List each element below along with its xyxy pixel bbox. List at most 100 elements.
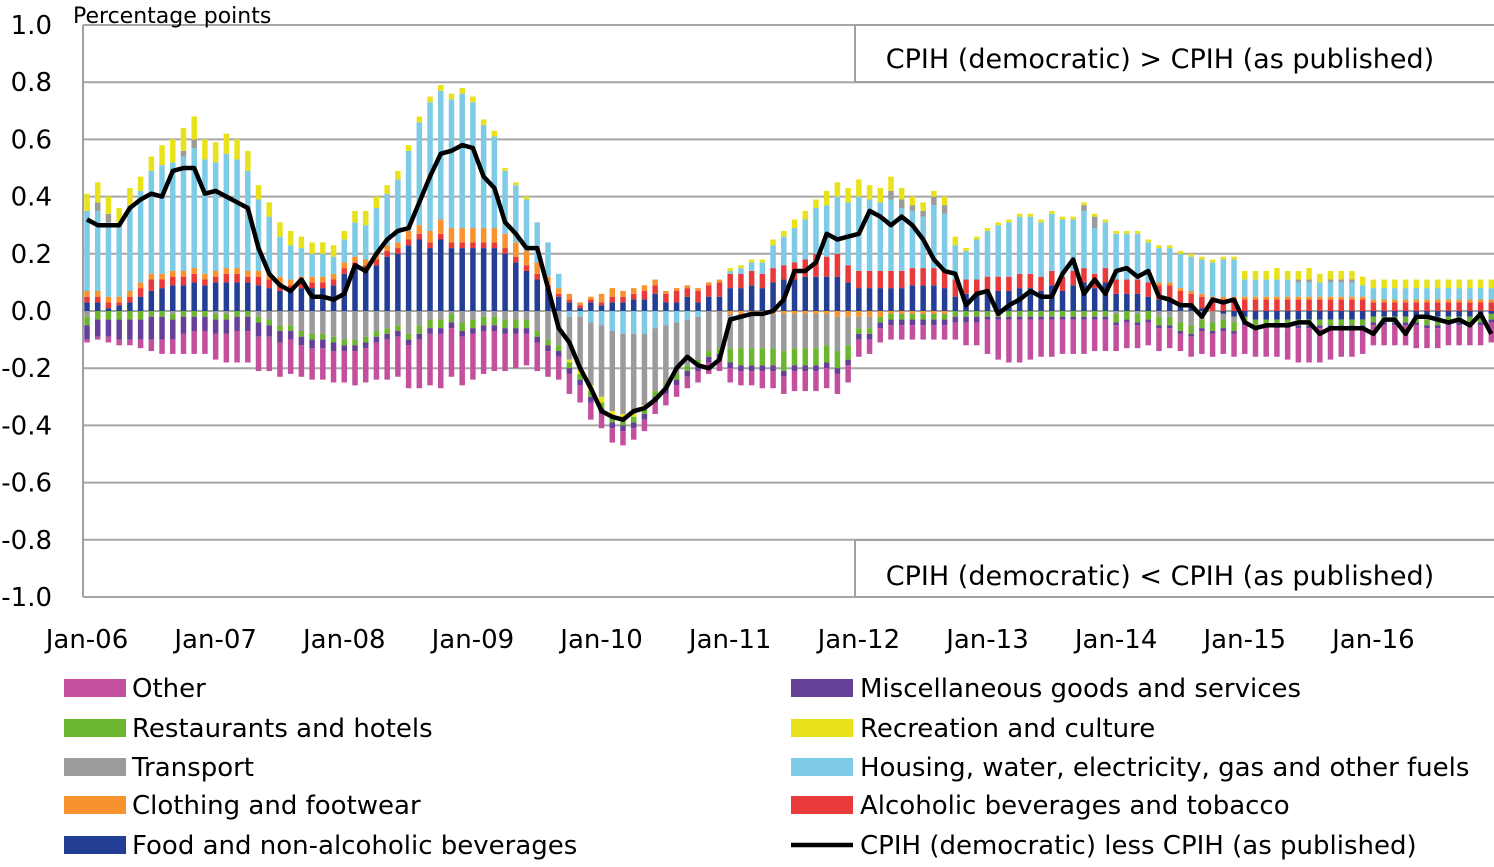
bar-segment xyxy=(287,245,294,280)
bar-segment xyxy=(1242,296,1248,300)
bar-segment xyxy=(202,316,208,332)
bar-segment xyxy=(1284,311,1291,320)
bar-segment xyxy=(1402,316,1409,323)
bar-segment xyxy=(1424,288,1430,300)
bar-segment xyxy=(888,176,894,191)
bar-segment xyxy=(438,333,444,389)
bar-segment xyxy=(866,316,873,329)
bar-segment xyxy=(159,339,165,354)
bar-segment xyxy=(1477,322,1484,326)
bar-segment xyxy=(105,311,112,320)
bar-segment xyxy=(395,331,401,337)
series-line xyxy=(85,142,1494,422)
bar-segment xyxy=(180,156,187,271)
bar-segment xyxy=(234,316,240,332)
bar-segment xyxy=(1402,299,1409,303)
bar-segment xyxy=(438,328,444,334)
bar-segment xyxy=(212,311,219,314)
bar-segment xyxy=(877,270,884,289)
bar-segment xyxy=(480,242,487,249)
bar-segment xyxy=(738,273,744,289)
bar-segment xyxy=(534,311,540,332)
bar-segment xyxy=(941,213,948,271)
bar-segment xyxy=(620,296,626,303)
bar-segment xyxy=(952,316,959,323)
bar-segment xyxy=(1016,213,1023,217)
bar-segment xyxy=(1467,316,1473,323)
bar-segment xyxy=(684,288,691,297)
y-tick-label: -0.6 xyxy=(1,469,52,499)
bar-segment xyxy=(534,222,540,263)
gridlines xyxy=(83,24,1494,598)
bar-segment xyxy=(609,428,616,443)
bar-segment xyxy=(620,425,626,432)
bar-segment xyxy=(1177,311,1184,323)
y-tick-label: -0.2 xyxy=(1,354,52,384)
bar-segment xyxy=(470,96,476,103)
bar-segment xyxy=(287,325,294,332)
bar-segment xyxy=(598,311,605,326)
bar-segment xyxy=(234,282,240,311)
bar-segment xyxy=(963,322,969,346)
bar-segment xyxy=(1402,311,1409,317)
legend-label: Other xyxy=(132,674,206,704)
bar-segment xyxy=(920,210,926,217)
bar-segment xyxy=(1434,299,1441,303)
bar-segment xyxy=(931,319,937,326)
bar-segment xyxy=(748,270,755,286)
bar-segment xyxy=(116,208,122,226)
bar-segment xyxy=(105,213,112,223)
bar-segment xyxy=(1477,299,1484,303)
bar-segment xyxy=(1359,285,1366,297)
bar-segment xyxy=(448,248,455,311)
bar-segment xyxy=(963,311,969,317)
bar-segment xyxy=(641,290,648,300)
bar-segment xyxy=(1156,311,1162,317)
bar-segment xyxy=(759,348,766,366)
bar-segment xyxy=(341,239,348,263)
bar-segment xyxy=(94,302,101,311)
bar-segment xyxy=(202,139,208,160)
bar-segment xyxy=(84,290,90,297)
bar-segment xyxy=(1413,288,1420,300)
bar-segment xyxy=(1016,273,1023,289)
bar-segment xyxy=(105,196,112,214)
bar-segment xyxy=(523,319,530,329)
bar-segment xyxy=(931,285,937,311)
bar-segment xyxy=(1327,279,1334,283)
bar-segment xyxy=(1424,279,1430,289)
bar-segment xyxy=(888,288,894,311)
bar-segment xyxy=(834,196,841,254)
bar-segment xyxy=(1156,316,1162,326)
bar-segment xyxy=(931,190,937,197)
x-tick-label: Jan-15 xyxy=(1201,625,1286,655)
bar-segment xyxy=(245,311,251,317)
bar-segment xyxy=(974,279,980,294)
bar-segment xyxy=(137,319,144,340)
legend-swatch xyxy=(64,679,126,697)
bar-segment xyxy=(1327,282,1334,297)
bar-segment xyxy=(1488,319,1494,323)
bar-segment xyxy=(1166,248,1173,283)
bar-segment xyxy=(94,210,101,291)
bar-segment xyxy=(1434,325,1441,329)
bar-segment xyxy=(877,202,884,271)
bar-segment xyxy=(1306,282,1312,297)
bar-segment xyxy=(1467,299,1473,303)
bar-segment xyxy=(1199,328,1205,332)
bar-segment xyxy=(1392,279,1398,289)
bar-segment xyxy=(1231,333,1237,357)
bar-segment xyxy=(791,311,798,314)
bar-segment xyxy=(1359,319,1366,326)
bar-segment xyxy=(234,311,240,317)
bar-segment xyxy=(1134,311,1141,314)
bar-segment xyxy=(920,325,926,340)
bar-segment xyxy=(727,348,733,363)
bar-segment xyxy=(555,351,562,357)
bar-segment xyxy=(1295,299,1302,311)
bar-segment xyxy=(1392,325,1398,346)
bar-segment xyxy=(1295,282,1302,297)
bar-segment xyxy=(1284,319,1291,326)
bar-segment xyxy=(866,288,873,311)
bar-segment xyxy=(1091,319,1098,352)
